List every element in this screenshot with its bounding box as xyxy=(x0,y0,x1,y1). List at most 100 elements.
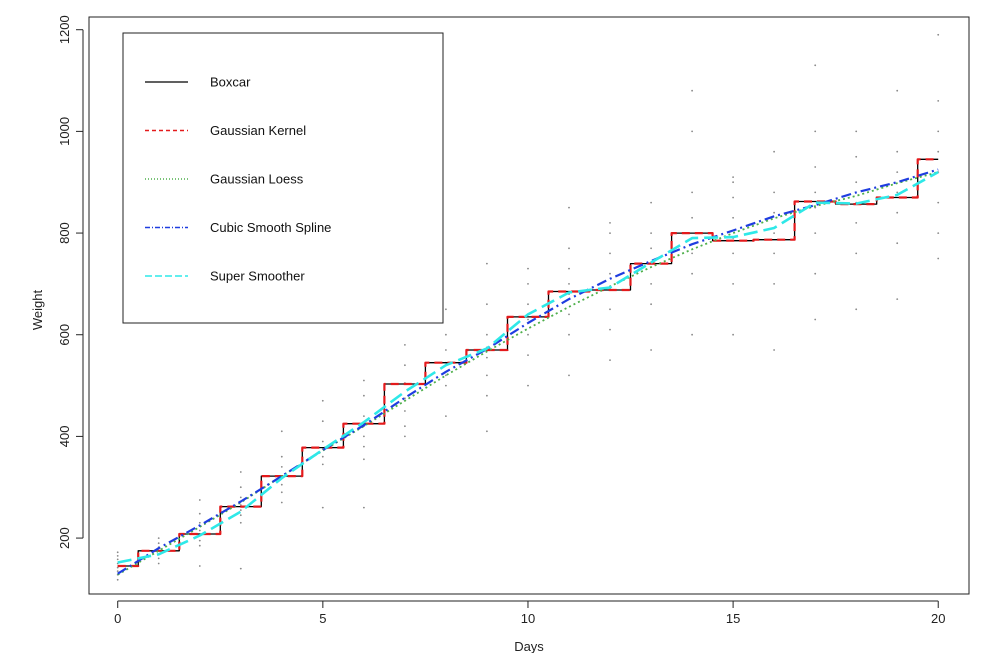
data-point xyxy=(691,191,693,194)
data-point xyxy=(486,394,488,397)
data-point xyxy=(691,252,693,255)
data-point xyxy=(568,283,570,285)
data-point xyxy=(609,328,611,331)
data-point xyxy=(527,354,529,356)
data-point xyxy=(527,384,529,387)
legend-label-boxcar: Boxcar xyxy=(210,75,251,90)
data-point xyxy=(486,262,488,265)
data-point xyxy=(486,333,488,336)
data-point xyxy=(650,232,652,235)
x-axis-title: Days xyxy=(514,639,544,653)
legend-box xyxy=(122,32,444,324)
y-tick-label: 400 xyxy=(57,426,72,448)
data-point xyxy=(937,150,940,153)
data-point xyxy=(321,440,324,443)
series-line-gaussian-kernel xyxy=(117,158,939,568)
legend-label-super-smoother: Super Smoother xyxy=(210,269,305,284)
y-tick-label: 1000 xyxy=(57,117,72,146)
data-point xyxy=(486,356,488,359)
data-point xyxy=(814,191,817,194)
data-point xyxy=(363,445,365,448)
data-point xyxy=(404,425,406,428)
data-point xyxy=(280,483,283,486)
data-point xyxy=(239,509,242,511)
smoother-lines xyxy=(117,158,939,576)
data-point xyxy=(732,196,734,199)
data-point xyxy=(691,333,693,336)
data-point xyxy=(814,166,817,168)
data-point xyxy=(855,155,858,158)
data-point xyxy=(732,181,734,184)
data-point xyxy=(814,318,817,321)
data-point xyxy=(527,333,529,336)
data-point xyxy=(691,272,693,275)
data-point xyxy=(609,252,611,255)
data-point xyxy=(691,216,693,219)
data-point xyxy=(239,504,242,506)
data-point xyxy=(937,232,940,235)
x-axis: 0 5 10 15 20 xyxy=(114,600,945,626)
data-point xyxy=(404,435,406,438)
data-point xyxy=(568,267,570,270)
data-point xyxy=(814,130,817,133)
data-point xyxy=(732,176,734,179)
data-point xyxy=(568,206,570,209)
data-point xyxy=(239,514,242,517)
data-point xyxy=(896,89,899,92)
x-tick-label: 5 xyxy=(319,611,326,626)
data-point xyxy=(937,33,940,36)
data-point xyxy=(732,283,734,285)
data-point xyxy=(650,201,652,204)
data-point xyxy=(732,333,734,336)
data-point xyxy=(568,333,570,336)
data-point xyxy=(404,410,406,412)
data-point xyxy=(732,216,734,219)
data-point xyxy=(773,252,775,255)
data-point xyxy=(486,430,488,433)
y-tick-label: 200 xyxy=(57,527,72,549)
plot-area-frame xyxy=(88,16,970,595)
data-point xyxy=(321,463,324,466)
data-point xyxy=(773,349,775,351)
x-tick-label: 10 xyxy=(521,611,535,626)
data-point xyxy=(363,394,365,397)
data-point xyxy=(157,542,160,545)
data-point xyxy=(527,267,529,270)
y-tick-label: 600 xyxy=(57,324,72,346)
data-point xyxy=(691,89,693,92)
data-point xyxy=(239,486,242,489)
data-point xyxy=(239,567,242,570)
data-point xyxy=(280,430,283,433)
data-point xyxy=(814,232,817,235)
data-point xyxy=(198,544,201,547)
data-point xyxy=(239,496,242,499)
data-point xyxy=(773,150,775,153)
data-point xyxy=(773,232,775,235)
data-point xyxy=(650,303,652,306)
data-point xyxy=(568,247,570,250)
data-point xyxy=(937,130,940,133)
data-point xyxy=(855,252,858,255)
y-axis-title: Weight xyxy=(30,290,45,331)
x-tick-label: 20 xyxy=(931,611,945,626)
data-point xyxy=(445,374,447,377)
data-point xyxy=(445,415,447,417)
x-tick-label: 0 xyxy=(114,611,121,626)
data-point xyxy=(896,191,899,194)
data-point xyxy=(157,557,160,560)
data-point xyxy=(198,529,201,532)
legend: Boxcar Gaussian Kernel Gaussian Loess Cubic… xyxy=(122,32,444,324)
data-point xyxy=(116,555,119,557)
data-point xyxy=(896,150,899,153)
data-point xyxy=(855,222,858,224)
data-point xyxy=(855,130,858,133)
data-point xyxy=(568,374,570,377)
data-point xyxy=(116,578,119,581)
data-point xyxy=(937,257,940,260)
data-point xyxy=(404,344,406,346)
data-point xyxy=(363,506,365,509)
data-point xyxy=(814,64,817,67)
data-point xyxy=(486,303,488,306)
data-point xyxy=(650,349,652,351)
